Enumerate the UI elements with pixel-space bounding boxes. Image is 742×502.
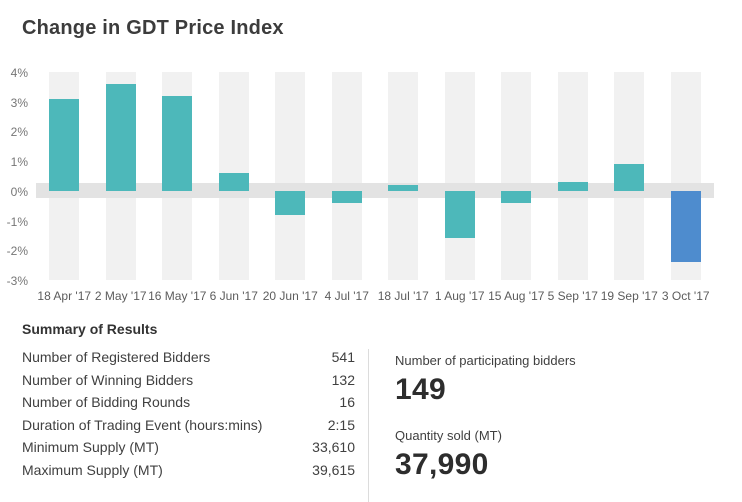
stat-participating-bidders: Number of participating bidders 149 bbox=[395, 353, 576, 406]
x-axis-label: 2 May '17 bbox=[93, 288, 150, 304]
x-axis-label: 18 Apr '17 bbox=[36, 288, 93, 304]
row-value: 2:15 bbox=[327, 416, 355, 433]
bar-1-aug-17[interactable] bbox=[444, 190, 475, 239]
row-label: Maximum Supply (MT) bbox=[22, 461, 163, 478]
x-axis-label-text: 15 Aug '17 bbox=[488, 289, 545, 303]
y-axis-label: 3% bbox=[10, 95, 28, 110]
y-axis-label: -1% bbox=[6, 214, 28, 229]
bar-16-may-17[interactable] bbox=[162, 95, 193, 191]
row-label: Number of Winning Bidders bbox=[22, 371, 194, 388]
x-axis-label-text: 2 May '17 bbox=[94, 289, 147, 303]
x-axis-label-text: 20 Jun '17 bbox=[262, 289, 318, 303]
plot-area bbox=[36, 72, 714, 280]
column-band bbox=[275, 72, 306, 280]
x-axis-label: 19 Sep '17 bbox=[601, 288, 658, 304]
x-axis-label-text: 5 Sep '17 bbox=[547, 289, 598, 303]
x-axis-label: 16 May '17 bbox=[148, 288, 207, 304]
row-value: 39,615 bbox=[312, 461, 355, 478]
gdt-price-index-chart: 4% 3% 2% 1% 0% -1% -2% -3% 18 Apr '17 2 May '17 16… bbox=[0, 60, 742, 308]
column-band bbox=[331, 72, 362, 280]
bar-18-jul-17[interactable] bbox=[388, 184, 419, 191]
column-band bbox=[501, 72, 532, 280]
row-value: 132 bbox=[331, 371, 355, 388]
x-axis-label: 20 Jun '17 bbox=[262, 288, 319, 304]
table-row: Duration of Trading Event (hours:mins) 2… bbox=[22, 414, 355, 437]
stat-value: 37,990 bbox=[395, 448, 489, 481]
y-axis-label: 1% bbox=[10, 155, 28, 170]
x-axis-label-text: 6 Jun '17 bbox=[209, 289, 258, 303]
stat-label: Quantity sold (MT) bbox=[395, 428, 502, 443]
bar-20-jun-17[interactable] bbox=[275, 190, 306, 215]
y-axis-label: 0% bbox=[10, 184, 28, 199]
table-row: Number of Winning Bidders 132 bbox=[22, 369, 355, 392]
stat-label: Number of participating bidders bbox=[395, 353, 576, 368]
y-axis-label: -3% bbox=[6, 274, 28, 288]
table-row: Number of Bidding Rounds 16 bbox=[22, 391, 355, 414]
x-axis-label-text: 16 May '17 bbox=[148, 289, 207, 303]
row-label: Minimum Supply (MT) bbox=[22, 439, 159, 456]
zero-band bbox=[36, 183, 714, 199]
table-row: Minimum Supply (MT) 33,610 bbox=[22, 436, 355, 459]
column-band bbox=[444, 72, 475, 280]
column-band bbox=[557, 72, 588, 280]
bar-5-sep-17[interactable] bbox=[557, 181, 588, 191]
x-axis-label-text: 3 Oct '17 bbox=[661, 289, 710, 303]
column-band bbox=[388, 72, 419, 280]
table-row: Number of Registered Bidders 541 bbox=[22, 346, 355, 369]
bar-4-jul-17[interactable] bbox=[331, 190, 362, 203]
bar-3-oct-17[interactable] bbox=[670, 190, 701, 263]
row-value: 541 bbox=[331, 349, 355, 366]
vertical-divider bbox=[368, 349, 369, 502]
row-value: 33,610 bbox=[312, 439, 355, 456]
y-axis-label: 2% bbox=[10, 125, 28, 140]
summary-heading: Summary of Results bbox=[22, 321, 158, 337]
bar-15-aug-17[interactable] bbox=[501, 190, 532, 203]
summary-table: Number of Registered Bidders 541 Number … bbox=[22, 346, 355, 481]
bar-6-jun-17[interactable] bbox=[218, 173, 249, 191]
y-axis-label: 4% bbox=[10, 66, 28, 80]
bar-2-may-17[interactable] bbox=[105, 83, 136, 191]
page-title: Change in GDT Price Index bbox=[22, 17, 284, 39]
x-axis-label-text: 4 Jul '17 bbox=[324, 289, 369, 303]
row-label: Duration of Trading Event (hours:mins) bbox=[22, 416, 263, 433]
x-axis-label: 6 Jun '17 bbox=[206, 288, 263, 304]
table-row: Maximum Supply (MT) 39,615 bbox=[22, 459, 355, 482]
x-axis-label: 5 Sep '17 bbox=[545, 288, 602, 304]
row-value: 16 bbox=[339, 394, 355, 411]
y-axis-label: -2% bbox=[6, 244, 28, 259]
x-axis-label: 1 Aug '17 bbox=[432, 288, 489, 304]
x-axis-label-text: 18 Jul '17 bbox=[377, 289, 429, 303]
x-axis-label-text: 19 Sep '17 bbox=[600, 289, 658, 303]
stat-quantity-sold: Quantity sold (MT) 37,990 bbox=[395, 428, 502, 481]
stat-value: 149 bbox=[395, 373, 446, 406]
x-axis-label-text: 18 Apr '17 bbox=[37, 289, 92, 303]
x-axis-label: 18 Jul '17 bbox=[375, 288, 432, 304]
row-label: Number of Bidding Rounds bbox=[22, 394, 191, 411]
bar-18-apr-17[interactable] bbox=[49, 98, 80, 191]
x-axis-label: 15 Aug '17 bbox=[488, 288, 545, 304]
x-axis-label: 4 Jul '17 bbox=[319, 288, 376, 304]
x-axis-label-text: 1 Aug '17 bbox=[434, 289, 485, 303]
x-axis-label: 3 Oct '17 bbox=[658, 288, 715, 304]
row-label: Number of Registered Bidders bbox=[22, 349, 211, 366]
bar-19-sep-17[interactable] bbox=[614, 164, 645, 191]
